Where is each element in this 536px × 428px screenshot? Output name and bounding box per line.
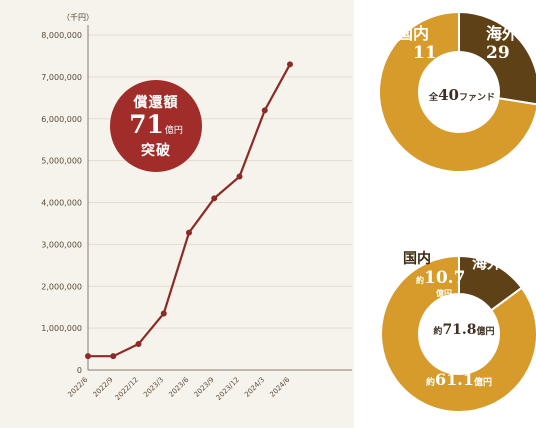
badge-amount: 71億円 bbox=[110, 110, 202, 139]
data-point bbox=[287, 61, 293, 68]
x-tick-label: 2022/12 bbox=[114, 376, 140, 402]
data-point bbox=[261, 107, 268, 114]
line-chart-panel: 0 1,000,000 2,000,000 3,000,000 4,000,000 5,0… bbox=[0, 0, 354, 428]
redemption-badge: 償還額 71億円 突破 bbox=[110, 80, 202, 172]
badge-title: 償還額 bbox=[133, 95, 179, 111]
donut1-overseas-label: 海外 bbox=[486, 24, 519, 43]
y-tick-label: 3,000,000 bbox=[41, 240, 82, 249]
donut1-center-number: 40 bbox=[438, 86, 459, 104]
x-tick-label: 2022/6 bbox=[66, 375, 89, 398]
donut2-center-number: 71.8 bbox=[442, 322, 477, 338]
x-tick-label: 2023/3 bbox=[142, 376, 165, 399]
donut2-overseas-amount: 約61.1億円 bbox=[426, 370, 492, 389]
donut2-center-prefix: 約 bbox=[433, 327, 443, 337]
y-tick-label: 0 bbox=[77, 366, 82, 375]
donut2-domestic-amount: 約10.7 bbox=[416, 268, 465, 288]
x-tick-label: 2023/9 bbox=[193, 376, 216, 399]
donut-slice-overseas bbox=[378, 10, 536, 173]
y-tick-label: 6,000,000 bbox=[41, 115, 82, 124]
donut1-center-prefix: 全 bbox=[429, 93, 439, 103]
x-tick-label: 2023/12 bbox=[215, 376, 241, 402]
donut-slice-overseas bbox=[380, 254, 536, 413]
y-unit-label: （千円） bbox=[62, 12, 94, 22]
donut2-overseas-prefix: 約 bbox=[426, 378, 436, 388]
donut2-center-text: 約71.8億円 bbox=[424, 322, 504, 338]
donut1-domestic-label: 国内 bbox=[397, 24, 430, 43]
donut2-overseas-label: 海外 bbox=[472, 254, 503, 272]
donut2-domestic-unit: 億円 bbox=[436, 289, 452, 298]
y-tick-label: 5,000,000 bbox=[41, 157, 82, 166]
x-tick-label: 2024/6 bbox=[268, 375, 291, 398]
data-point bbox=[236, 173, 243, 180]
y-tick-label: 2,000,000 bbox=[41, 282, 82, 291]
data-point bbox=[135, 341, 142, 348]
badge-subtitle: 突破 bbox=[141, 143, 171, 159]
donut-slice-domestic bbox=[458, 10, 536, 106]
y-tick-label: 8,000,000 bbox=[41, 31, 82, 40]
fund-count-donut bbox=[378, 10, 536, 173]
donut2-overseas-unit: 億円 bbox=[473, 378, 492, 388]
donut1-center-text: 全40ファンド bbox=[421, 86, 503, 104]
data-point bbox=[186, 229, 192, 236]
amount-donut bbox=[380, 254, 536, 413]
data-point bbox=[160, 310, 167, 317]
donut2-domestic-number: 10.7 bbox=[424, 268, 466, 288]
badge-unit: 億円 bbox=[164, 126, 183, 136]
data-point bbox=[211, 195, 218, 202]
donut-center bbox=[420, 295, 498, 373]
donut1-center-suffix: ファンド bbox=[458, 93, 495, 103]
badge-number: 71 bbox=[129, 110, 164, 139]
data-point bbox=[85, 353, 91, 360]
x-tick-label: 2023/6 bbox=[167, 375, 190, 398]
line-chart: 0 1,000,000 2,000,000 3,000,000 4,000,000 5,0… bbox=[41, 12, 352, 402]
y-tick-label: 7,000,000 bbox=[41, 73, 82, 82]
donut2-domestic-label: 国内 bbox=[403, 251, 431, 267]
data-point bbox=[110, 353, 117, 360]
donut1-overseas-count: 29 bbox=[486, 43, 510, 63]
donut-center bbox=[420, 53, 498, 131]
donut2-center-unit: 億円 bbox=[476, 327, 495, 337]
donut2-domestic-prefix: 約 bbox=[416, 276, 424, 285]
y-tick-label: 1,000,000 bbox=[41, 324, 82, 333]
x-tick-label: 2022/9 bbox=[92, 376, 115, 399]
donut1-domestic-count: 11 bbox=[413, 43, 437, 63]
y-tick-label: 4,000,000 bbox=[41, 199, 82, 208]
x-tick-label: 2024/3 bbox=[243, 376, 266, 399]
donut2-overseas-number: 61.1 bbox=[435, 370, 474, 389]
